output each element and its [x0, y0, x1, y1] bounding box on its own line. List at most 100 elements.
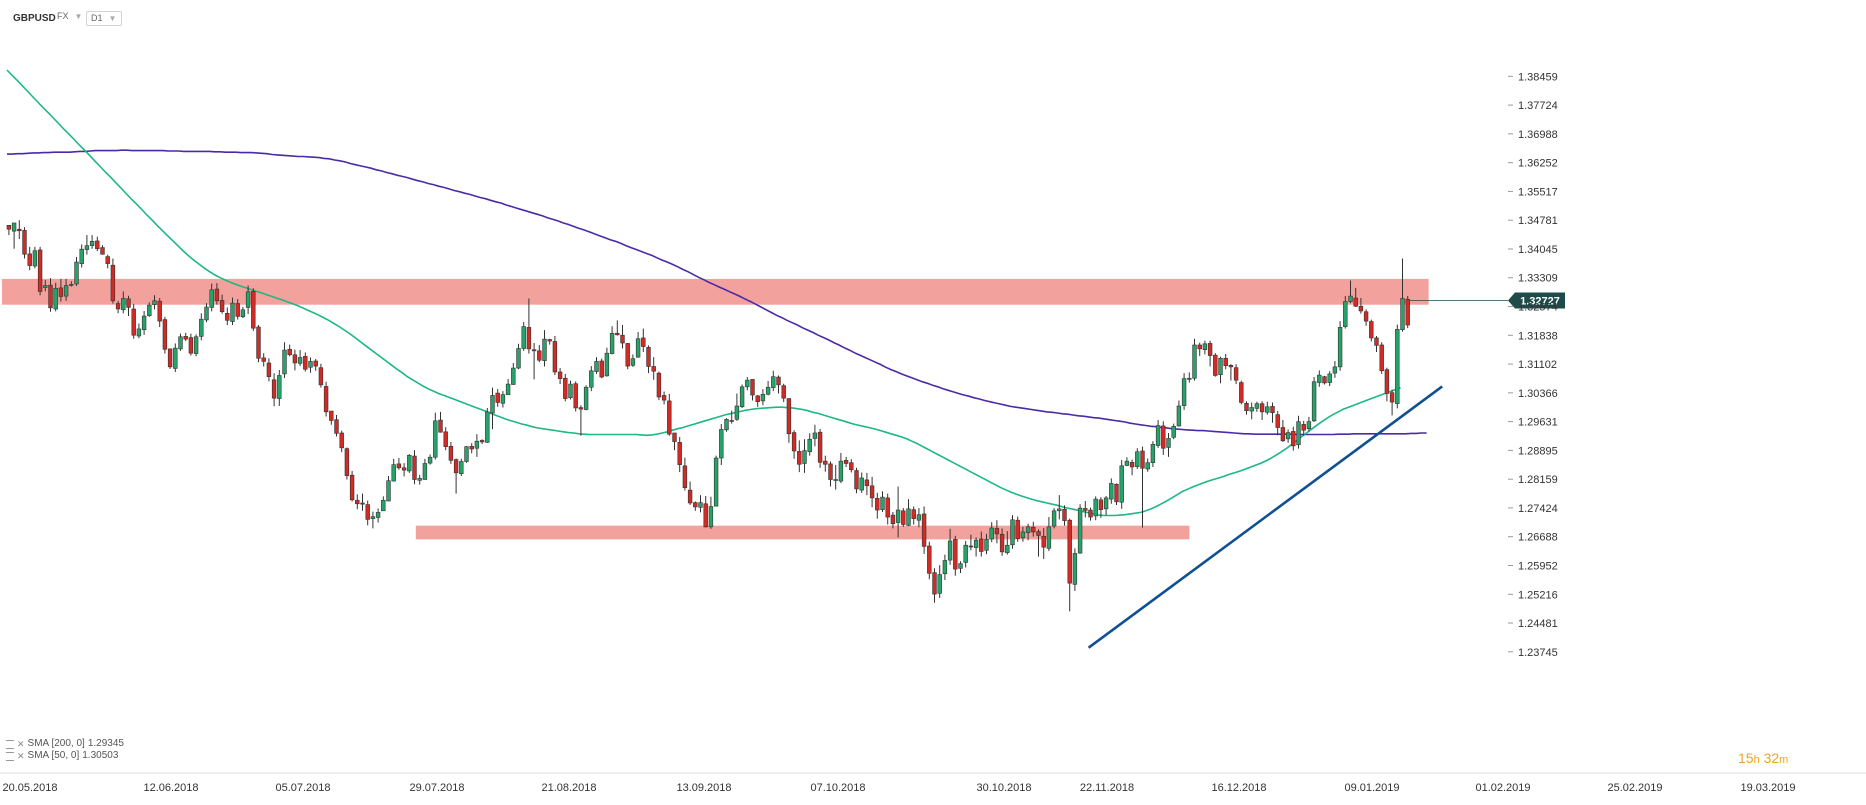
candle-body	[1213, 354, 1218, 376]
candle-body	[620, 334, 625, 344]
symbol-label[interactable]: GBPUSD	[13, 13, 56, 24]
candle	[1176, 400, 1182, 427]
candle	[620, 325, 625, 349]
candle-body	[542, 338, 547, 361]
candle	[427, 454, 433, 465]
candle	[833, 465, 838, 490]
close-icon[interactable]: ✕	[17, 739, 25, 749]
candle-body	[947, 540, 953, 561]
candle	[1051, 508, 1057, 529]
candle	[1291, 426, 1296, 451]
candle-body	[245, 291, 251, 308]
y-tick-label: 1.38459	[1518, 71, 1558, 83]
candle-body	[1187, 377, 1192, 380]
candle	[1270, 402, 1275, 423]
candle-body	[1083, 508, 1088, 511]
candle-body	[781, 385, 786, 399]
candle-body	[739, 386, 745, 408]
candle	[521, 321, 526, 351]
candle	[937, 565, 942, 599]
candle	[1389, 389, 1395, 416]
candle	[329, 410, 334, 425]
candle-body	[188, 337, 194, 354]
close-icon[interactable]: ✕	[17, 751, 25, 761]
candle	[453, 458, 459, 494]
candle	[531, 343, 537, 380]
candle-body	[438, 419, 443, 433]
candle	[1020, 526, 1026, 542]
candle-body	[230, 302, 235, 322]
candle-body	[459, 461, 464, 474]
candle-body	[1072, 553, 1078, 585]
legend-sma50[interactable]: ✕ SMA [50, 0] 1.30503	[6, 750, 124, 762]
chevron-down-icon: ▼	[74, 12, 83, 21]
candle-body	[745, 379, 750, 388]
candle	[1046, 517, 1052, 552]
candle	[271, 373, 277, 407]
candle	[973, 537, 979, 557]
market-dropdown[interactable]: FX ▼	[57, 11, 82, 21]
candle-body	[37, 249, 43, 292]
candle-body	[53, 287, 58, 310]
candle-body	[734, 405, 740, 420]
candle-body	[635, 338, 641, 358]
y-axis: 1.38459 1.37724 1.36988 1.36252 1.35517 1.347…	[1508, 71, 1558, 659]
candle-body	[1244, 402, 1249, 411]
y-tick-label: 1.34045	[1518, 244, 1558, 256]
candle	[641, 328, 646, 353]
candles-layer	[6, 220, 1410, 612]
candle-body	[890, 514, 896, 525]
candle	[412, 450, 417, 485]
candle	[869, 476, 875, 508]
sma50-value: 1.30503	[82, 750, 119, 761]
candle	[417, 474, 422, 485]
candle	[121, 291, 126, 314]
candle	[152, 295, 157, 310]
candle	[843, 456, 849, 468]
candle-body	[173, 347, 178, 369]
candle	[89, 235, 95, 249]
candle	[745, 377, 750, 391]
settings-icon[interactable]	[6, 739, 14, 749]
candle-body	[724, 418, 729, 431]
candle	[760, 389, 766, 406]
candle-body	[1275, 414, 1280, 428]
candle-body	[1150, 444, 1156, 464]
candle	[79, 244, 84, 268]
candle	[1384, 367, 1390, 402]
candle	[1135, 448, 1140, 469]
candle	[505, 379, 511, 395]
candle-body	[1161, 425, 1166, 449]
candle-body	[911, 509, 916, 519]
candle	[209, 283, 214, 312]
x-tick-label: 09.01.2019	[1344, 782, 1399, 794]
legend-sma200[interactable]: ✕ SMA [200, 0] 1.29345	[6, 738, 124, 750]
candle	[261, 353, 266, 367]
candle-body	[609, 332, 615, 354]
candle	[901, 508, 906, 527]
candle	[563, 373, 568, 402]
candle-body	[1395, 329, 1400, 404]
candle-body	[69, 284, 74, 286]
candle-body	[412, 455, 417, 480]
candle-body	[131, 308, 136, 336]
settings-icon[interactable]	[6, 751, 14, 761]
candle-body	[84, 245, 90, 250]
candle	[880, 491, 885, 512]
x-tick-label: 25.02.2019	[1607, 782, 1662, 794]
candle	[401, 463, 407, 477]
candle	[1400, 258, 1405, 332]
candle	[864, 472, 870, 496]
candle-body	[661, 395, 667, 401]
candle-body	[1041, 535, 1046, 548]
candle-body	[682, 465, 688, 489]
candle-body	[1181, 378, 1187, 406]
y-tick-label: 1.27424	[1518, 503, 1558, 515]
candle	[355, 494, 360, 510]
candle-body	[115, 303, 121, 310]
timeframe-dropdown[interactable]: D1 ▼	[86, 11, 123, 26]
candle	[1161, 421, 1166, 455]
candle-body	[256, 326, 261, 359]
candle-body	[147, 304, 152, 316]
